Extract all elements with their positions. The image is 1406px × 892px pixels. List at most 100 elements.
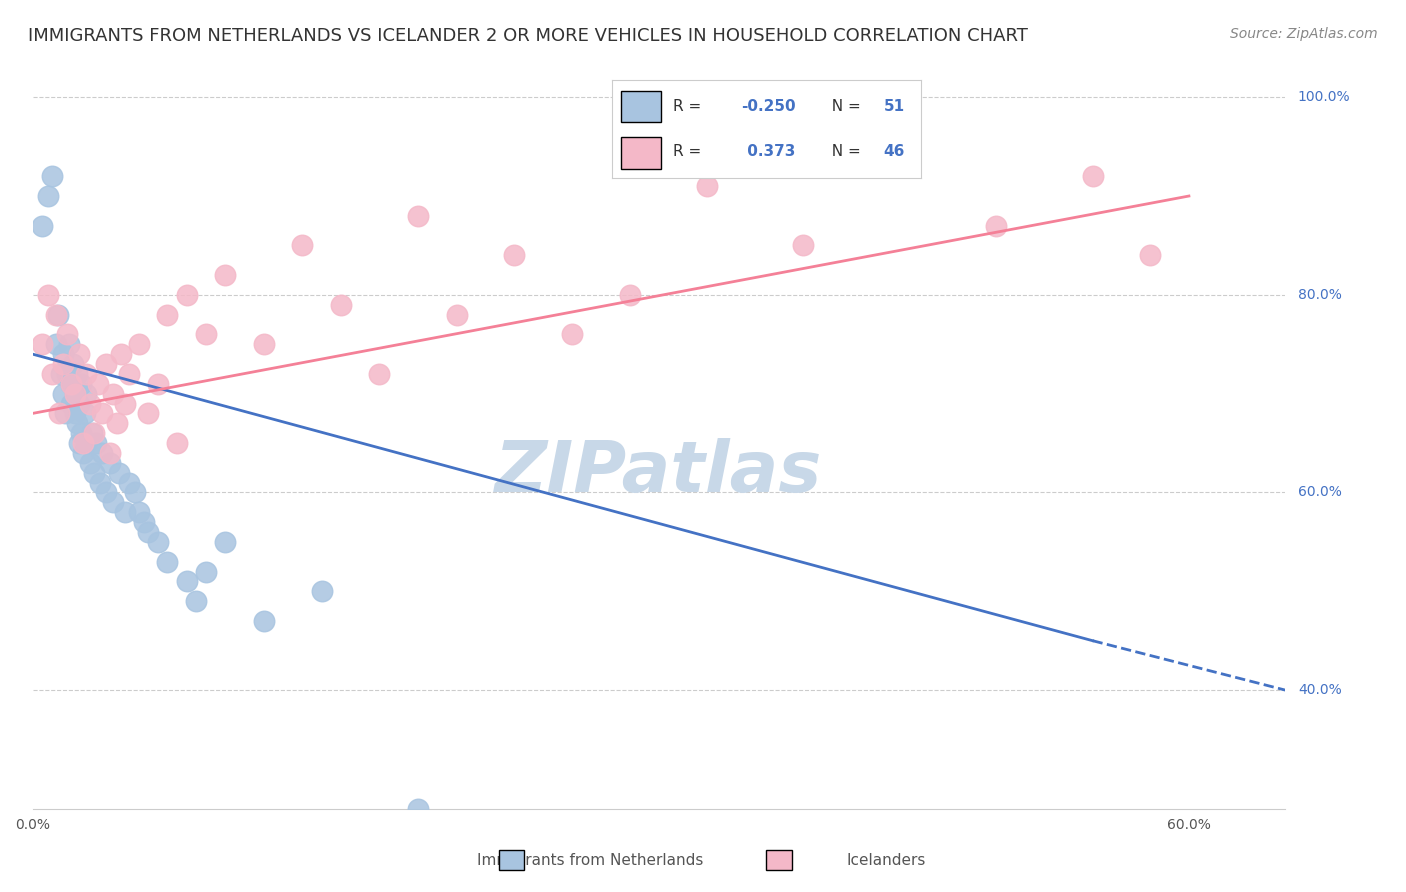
Point — [90, 406, 112, 420]
Point — [406, 802, 429, 816]
Point — [52, 386, 75, 401]
Point — [52, 357, 75, 371]
Point — [79, 456, 101, 470]
Point — [67, 396, 90, 410]
Point — [37, 189, 59, 203]
Point — [561, 327, 583, 342]
Point — [60, 376, 83, 391]
Point — [986, 219, 1008, 233]
Point — [37, 288, 59, 302]
Point — [108, 466, 131, 480]
Text: ZIPatlas: ZIPatlas — [495, 438, 823, 507]
Point — [69, 376, 91, 391]
Point — [82, 426, 104, 441]
Text: Icelanders: Icelanders — [846, 854, 925, 868]
Point — [62, 357, 84, 371]
Point — [311, 584, 333, 599]
Point — [41, 169, 63, 184]
Point — [45, 308, 67, 322]
Point — [31, 337, 53, 351]
Point — [48, 406, 70, 420]
Point — [253, 614, 276, 628]
Point — [329, 298, 352, 312]
Point — [53, 406, 76, 420]
Point — [156, 308, 179, 322]
Point — [186, 594, 208, 608]
Text: R =: R = — [673, 99, 707, 114]
Point — [156, 555, 179, 569]
Point — [98, 446, 121, 460]
Point — [63, 386, 86, 401]
Text: -0.250: -0.250 — [741, 99, 796, 114]
Text: N =: N = — [823, 145, 866, 160]
Point — [114, 396, 136, 410]
Point — [52, 347, 75, 361]
Point — [1139, 248, 1161, 262]
Text: 51: 51 — [884, 99, 905, 114]
Point — [446, 308, 468, 322]
Point — [1081, 169, 1104, 184]
Point — [869, 160, 891, 174]
Point — [67, 347, 90, 361]
Point — [72, 446, 94, 460]
Text: IMMIGRANTS FROM NETHERLANDS VS ICELANDER 2 OR MORE VEHICLES IN HOUSEHOLD CORRELA: IMMIGRANTS FROM NETHERLANDS VS ICELANDER… — [28, 27, 1028, 45]
Point — [194, 327, 217, 342]
FancyBboxPatch shape — [621, 137, 661, 169]
Point — [79, 396, 101, 410]
Point — [146, 534, 169, 549]
Point — [176, 574, 198, 589]
Text: 0.373: 0.373 — [741, 145, 794, 160]
Point — [41, 367, 63, 381]
Point — [124, 485, 146, 500]
Point — [619, 288, 641, 302]
Point — [46, 308, 69, 322]
Point — [105, 417, 128, 431]
Point — [60, 396, 83, 410]
Point — [45, 337, 67, 351]
Point — [214, 534, 236, 549]
Text: Immigrants from Netherlands: Immigrants from Netherlands — [477, 854, 704, 868]
Point — [128, 505, 150, 519]
Point — [69, 426, 91, 441]
Point — [118, 367, 141, 381]
Point — [136, 524, 159, 539]
Point — [214, 268, 236, 282]
Point — [118, 475, 141, 490]
Point — [114, 505, 136, 519]
Text: 46: 46 — [884, 145, 905, 160]
Point — [166, 436, 188, 450]
Point — [67, 436, 90, 450]
Point — [66, 417, 89, 431]
Point — [253, 337, 276, 351]
Point — [406, 209, 429, 223]
Text: 100.0%: 100.0% — [1298, 90, 1350, 104]
Point — [56, 367, 79, 381]
Point — [103, 386, 125, 401]
Point — [291, 238, 314, 252]
Point — [136, 406, 159, 420]
Point — [134, 515, 156, 529]
Point — [83, 426, 105, 441]
Point — [146, 376, 169, 391]
Text: N =: N = — [823, 99, 866, 114]
Point — [72, 436, 94, 450]
Point — [63, 386, 86, 401]
Point — [66, 367, 89, 381]
Point — [90, 446, 112, 460]
Text: R =: R = — [673, 145, 707, 160]
FancyBboxPatch shape — [621, 91, 661, 122]
Text: 40.0%: 40.0% — [1298, 683, 1341, 698]
Point — [696, 179, 718, 194]
Point — [73, 406, 96, 420]
Text: 60.0%: 60.0% — [1298, 485, 1341, 500]
Point — [31, 219, 53, 233]
Point — [87, 376, 110, 391]
Point — [51, 367, 73, 381]
Point — [98, 456, 121, 470]
Point — [194, 565, 217, 579]
Point — [368, 367, 391, 381]
Point — [792, 238, 814, 252]
Point — [56, 327, 79, 342]
Point — [63, 406, 86, 420]
Text: 80.0%: 80.0% — [1298, 288, 1341, 301]
